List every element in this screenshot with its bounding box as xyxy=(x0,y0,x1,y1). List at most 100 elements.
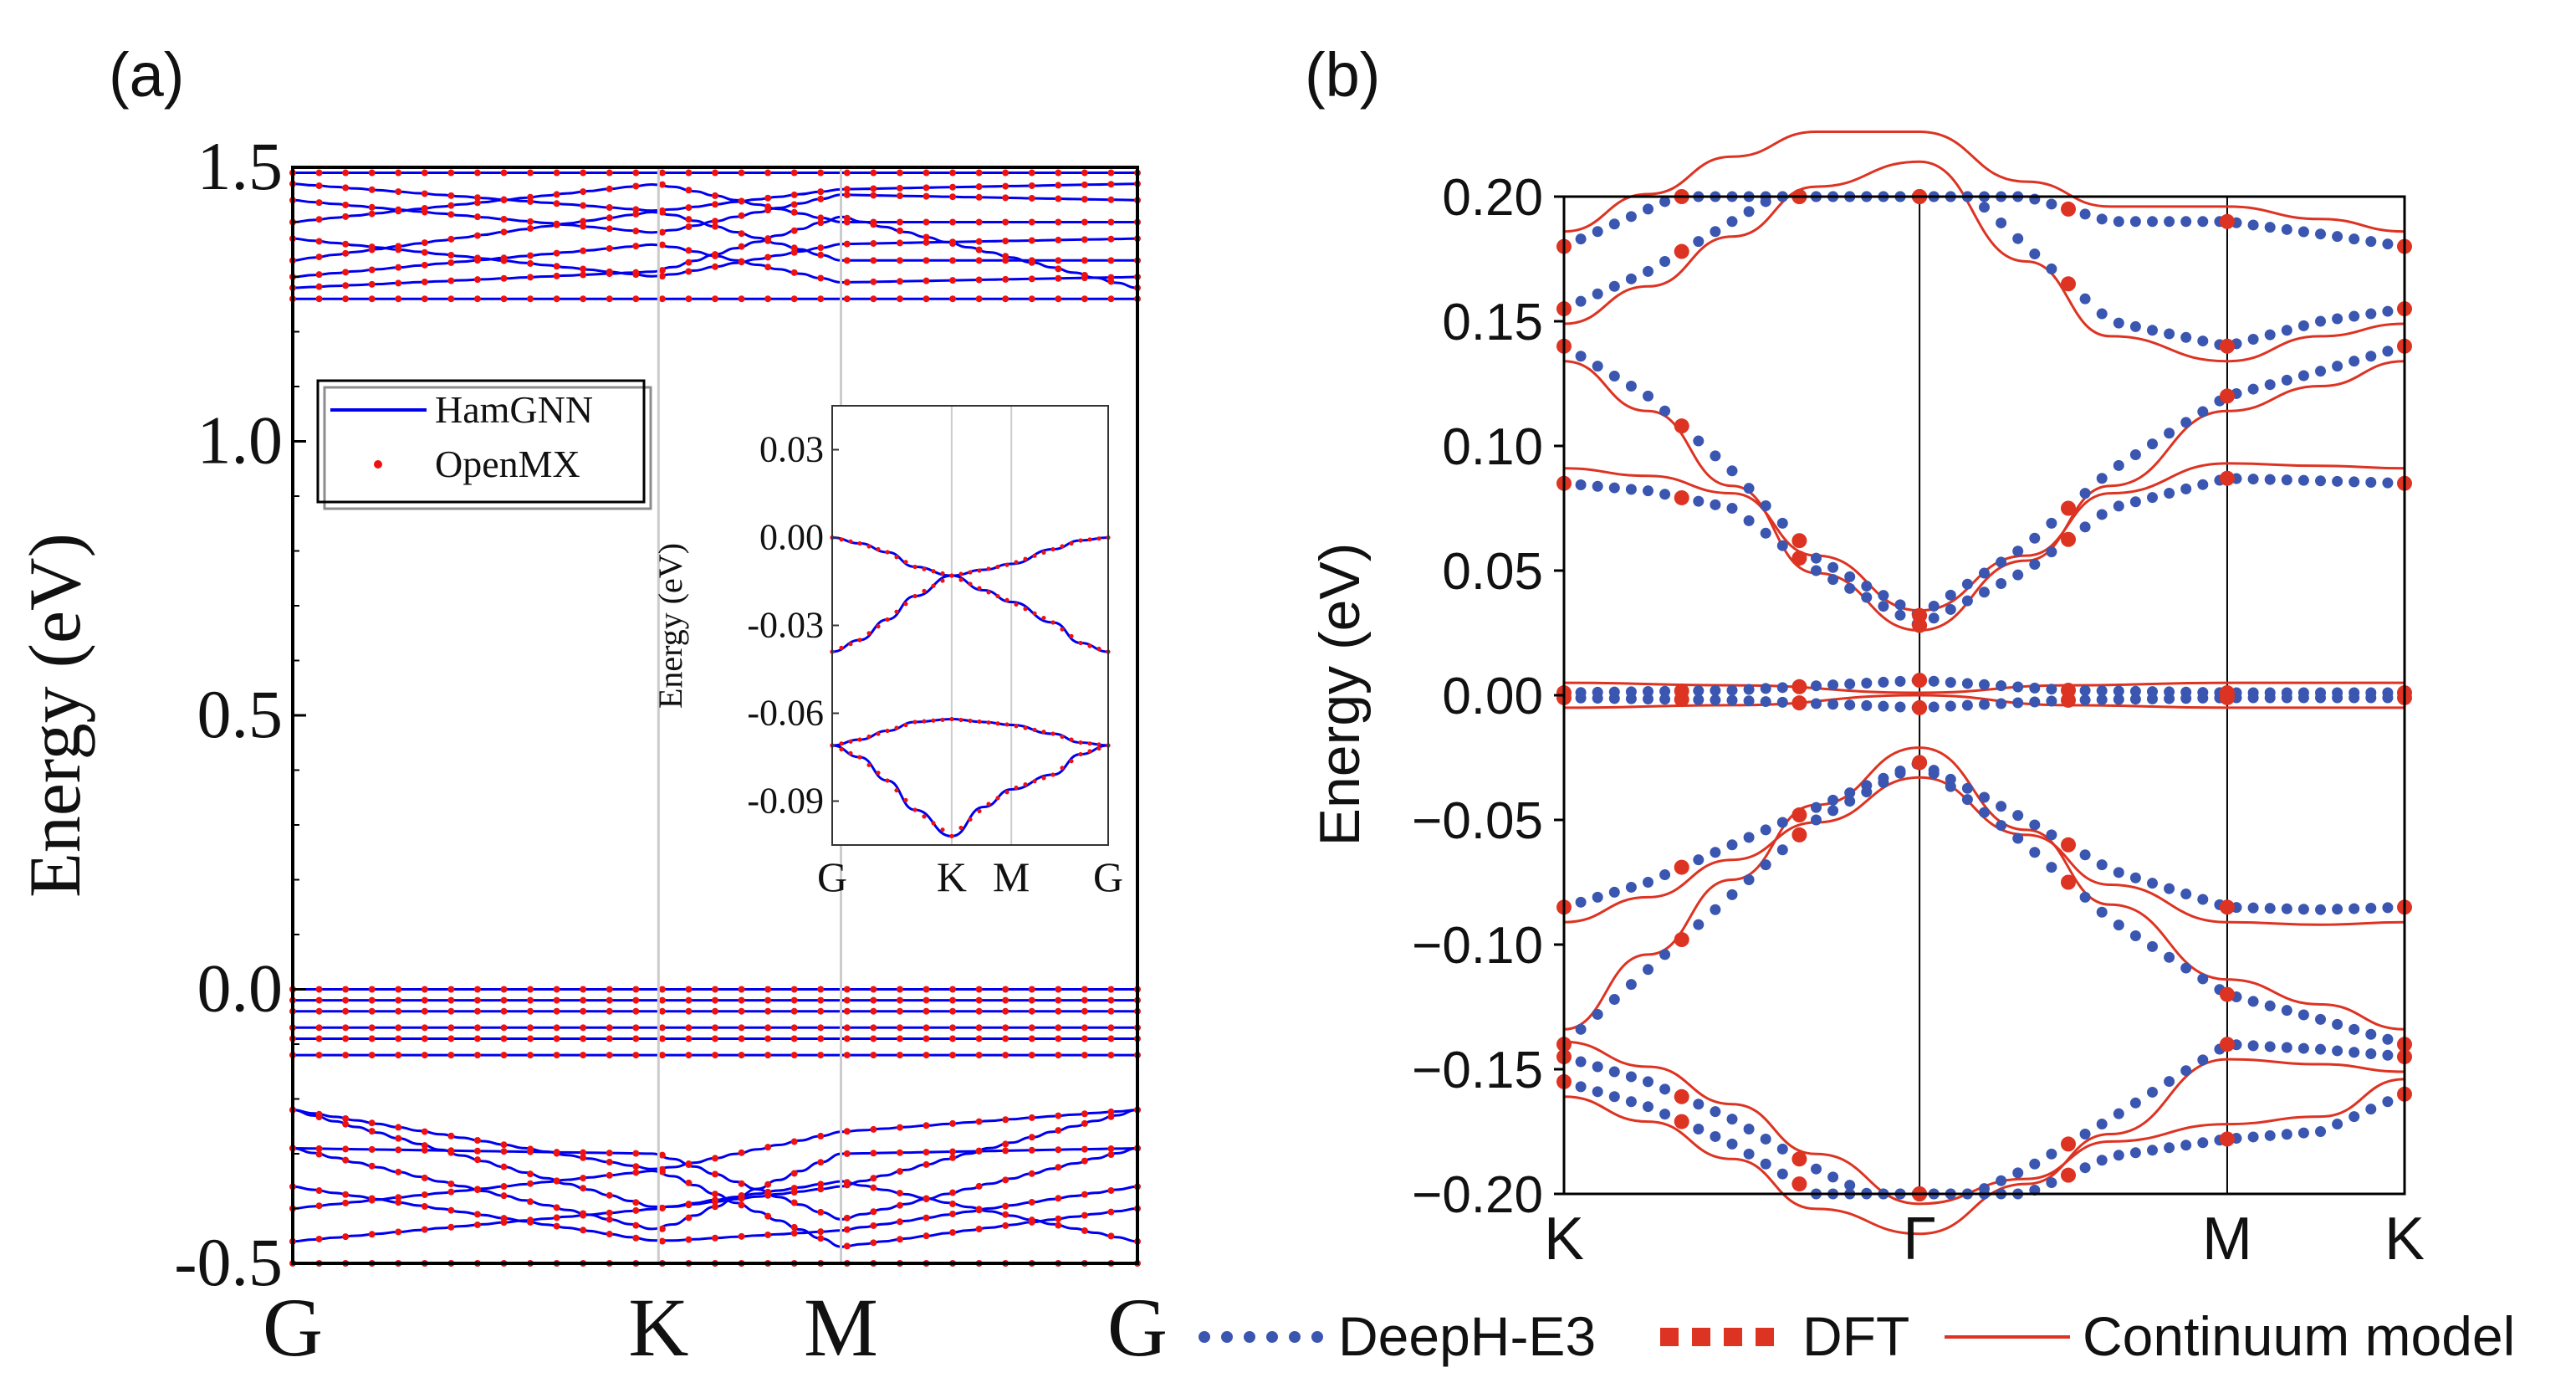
panel-b-deeph-dot xyxy=(2046,829,2057,841)
inset-openmx-dot xyxy=(876,546,881,552)
panel-a-openmx-dot xyxy=(738,996,745,1004)
panel-a-openmx-dot xyxy=(658,241,666,248)
inset-openmx-dot xyxy=(1096,742,1101,747)
panel-a-openmx-dot xyxy=(1028,1170,1035,1177)
panel-b-deeph-dot xyxy=(2029,819,2041,831)
panel-a-openmx-dot xyxy=(553,1149,560,1156)
panel-b-dft-dot xyxy=(1912,699,1928,715)
inset-openmx-dot xyxy=(1032,779,1037,784)
panel-a-openmx-dot xyxy=(764,996,772,1004)
panel-a-openmx-dot xyxy=(764,169,772,177)
panel-a-openmx-dot xyxy=(315,1035,323,1042)
panel-a-openmx-dot xyxy=(1028,218,1035,226)
inset-openmx-dot xyxy=(958,577,963,582)
panel-a-openmx-dot xyxy=(632,295,640,303)
inset-ytick-label: -0.06 xyxy=(747,693,824,734)
panel-a-openmx-dot xyxy=(1081,1145,1088,1153)
legend-deeph-dot xyxy=(1266,1331,1278,1343)
panel-b-deeph-dot xyxy=(2129,216,2141,228)
panel-a-openmx-dot xyxy=(843,1179,851,1186)
panel-a-openmx-dot xyxy=(923,1160,930,1168)
panel-a-ytick-label: 1.0 xyxy=(197,402,284,479)
panel-a-openmx-dot xyxy=(1002,194,1009,202)
panel-b-deeph-dot xyxy=(2147,693,2158,704)
panel-a-openmx-dot xyxy=(790,1199,798,1206)
panel-b-deeph-dot xyxy=(2129,496,2141,508)
panel-a-openmx-dot xyxy=(896,257,903,264)
inset-openmx-dot xyxy=(866,631,871,636)
panel-a-openmx-dot xyxy=(421,239,428,247)
panel-a-openmx-dot xyxy=(923,192,930,200)
panel-a-openmx-dot xyxy=(1107,1024,1115,1032)
panel-b-deeph-dot xyxy=(1844,582,1856,594)
panel-b-deeph-dot xyxy=(1827,794,1839,806)
inset-openmx-dot xyxy=(940,717,945,722)
panel-a-openmx-dot xyxy=(580,295,587,303)
panel-b-ytick-label: 0.20 xyxy=(1442,169,1543,227)
panel-b-deeph-dot xyxy=(1659,949,1671,960)
inset-openmx-dot xyxy=(1050,620,1055,625)
panel-b-dft-dot xyxy=(1791,551,1807,566)
panel-a-openmx-dot xyxy=(447,1206,455,1214)
panel-a-openmx-dot xyxy=(395,188,402,196)
panel-b-deeph-dot xyxy=(1827,805,1839,817)
panel-a-openmx-dot xyxy=(368,1145,376,1153)
panel-a-openmx-dot xyxy=(1107,235,1115,243)
panel-a-openmx-dot xyxy=(923,169,930,177)
panel-a-openmx-dot xyxy=(315,1145,323,1152)
panel-a-openmx-dot xyxy=(395,243,402,250)
panel-a-openmx-dot xyxy=(923,218,930,226)
panel-a-openmx-dot xyxy=(421,986,428,993)
panel-a-openmx-dot xyxy=(342,169,350,177)
inset-openmx-dot xyxy=(949,716,954,722)
legend-box xyxy=(316,379,646,504)
panel-a-openmx-dot xyxy=(1081,218,1088,226)
panel-a-openmx-dot xyxy=(395,279,402,287)
panel-a-openmx-dot xyxy=(1107,1052,1115,1059)
panel-a-openmx-dot xyxy=(1081,1157,1088,1165)
inset-openmx-dot xyxy=(876,731,881,736)
panel-a-openmx-dot xyxy=(712,1203,718,1211)
panel-b-deeph-dot xyxy=(2029,1158,2041,1170)
panel-a-openmx-dot xyxy=(395,1199,402,1206)
panel-a-openmx-dot xyxy=(896,1201,903,1209)
panel-a-openmx-dot xyxy=(632,1222,640,1229)
panel-a-openmx-dot xyxy=(527,1198,534,1206)
panel-b-deeph-dot xyxy=(1575,351,1587,362)
panel-b-deeph-dot xyxy=(2332,692,2343,704)
panel-a-openmx-dot xyxy=(896,1035,903,1042)
panel-b-deeph-dot xyxy=(1861,677,1873,689)
panel-a-openmx-dot xyxy=(632,986,640,993)
panel-b-deeph-dot xyxy=(1726,684,1738,696)
panel-a-openmx-dot xyxy=(1081,1035,1088,1042)
panel-a-openmx-dot xyxy=(817,295,825,303)
panel-a-openmx-dot xyxy=(447,1052,455,1059)
panel-a-openmx-dot xyxy=(738,295,745,303)
panel-b-continuum-v2 xyxy=(1563,746,2405,1031)
inset-openmx-dot xyxy=(1060,734,1065,740)
panel-b-deeph-dot xyxy=(2382,1033,2394,1045)
panel-a-openmx-dot xyxy=(1055,169,1062,177)
panel-a-openmx-dot xyxy=(790,1007,798,1015)
panel-a-openmx-dot xyxy=(447,986,455,993)
inset-openmx-dot xyxy=(1023,725,1028,730)
panel-a-openmx-dot xyxy=(712,169,718,177)
panel-a-openmx-dot xyxy=(315,238,323,245)
panel-a-openmx-dot xyxy=(632,1007,640,1015)
panel-b-deeph-dot xyxy=(1878,700,1889,712)
panel-a-openmx-dot xyxy=(685,1007,693,1015)
panel-a-openmx-dot xyxy=(975,193,983,201)
panel-a-openmx-dot xyxy=(712,986,718,993)
panel-a-openmx-dot xyxy=(395,1052,402,1059)
panel-b-deeph-dot xyxy=(1608,994,1620,1006)
panel-b-deeph-dot xyxy=(1659,1083,1671,1095)
panel-b-deeph-dot xyxy=(1592,1061,1603,1073)
panel-a-openmx-dot xyxy=(1107,996,1115,1004)
panel-b-deeph-dot xyxy=(1811,680,1822,692)
panel-a-openmx-dot xyxy=(1055,1222,1062,1229)
panel-b-dft-dot xyxy=(2061,276,2076,292)
panel-b-deeph-dot xyxy=(2046,862,2057,873)
inset-openmx-dot xyxy=(1041,615,1046,621)
panel-a-openmx-dot xyxy=(658,181,666,188)
panel-a-openmx-dot xyxy=(421,1035,428,1042)
